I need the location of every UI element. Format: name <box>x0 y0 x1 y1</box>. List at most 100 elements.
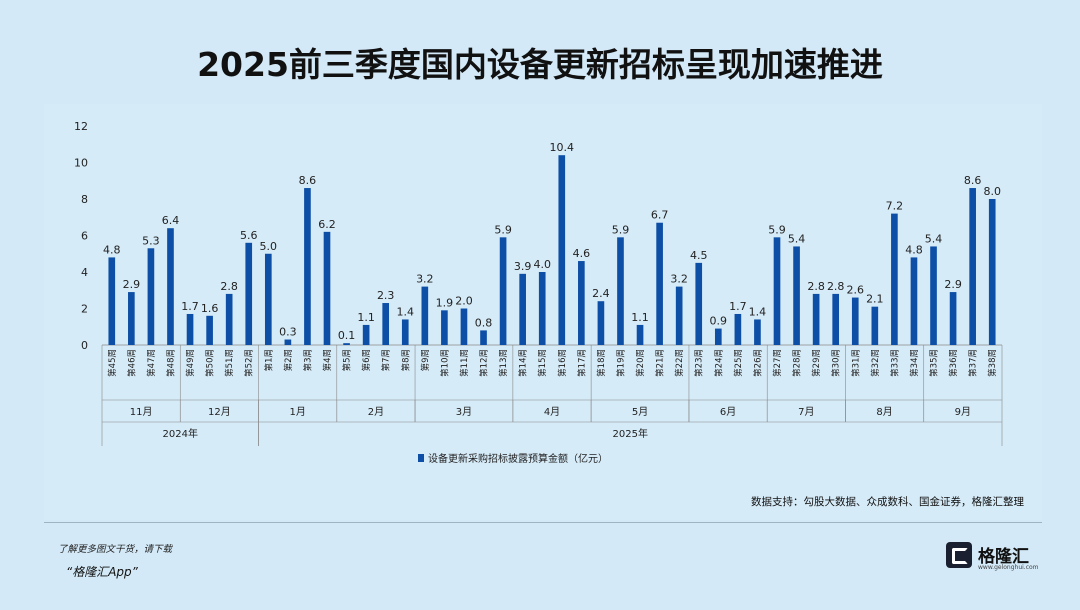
bar <box>284 339 292 345</box>
bar <box>578 261 585 345</box>
source-note: 数据支持：勾股大数据、众成数科、国金证券，格隆汇整理 <box>751 496 1024 508</box>
value-label: 3.9 <box>514 260 532 273</box>
value-label: 5.9 <box>612 223 630 236</box>
bar <box>988 199 996 345</box>
value-label: 1.4 <box>749 305 767 318</box>
bar <box>245 242 253 345</box>
value-label: 4.8 <box>103 243 121 256</box>
week-label: 第6周 <box>361 349 372 371</box>
chart-panel: 0 2 4 6 8 10 12 4.8 第45周 2.9 第46周 5.3 第47周 6.4 第48周 1.7… <box>44 104 1042 520</box>
value-label: 6.2 <box>318 218 336 231</box>
bar <box>597 301 605 345</box>
week-label: 第27周 <box>772 349 783 377</box>
week-label: 第9周 <box>420 349 431 371</box>
brand-url: www.gelonghui.com <box>978 564 1039 571</box>
week-label: 第10周 <box>439 349 450 377</box>
y-tick-label: 12 <box>74 120 88 133</box>
month-label: 5月 <box>632 406 648 418</box>
y-tick-label: 8 <box>81 193 88 206</box>
legend-swatch <box>418 454 424 462</box>
week-label: 第28周 <box>792 349 803 377</box>
value-label: 1.6 <box>201 302 219 315</box>
month-label: 7月 <box>798 406 814 418</box>
value-label: 2.3 <box>377 289 395 302</box>
bar <box>773 237 781 345</box>
legend-label: 设备更新采购招标披露预算金额（亿元） <box>428 452 608 465</box>
week-label: 第35周 <box>929 349 940 377</box>
week-label: 第16周 <box>557 349 568 377</box>
y-tick-label: 10 <box>74 157 88 170</box>
value-label: 5.0 <box>260 240 278 253</box>
bar <box>675 286 683 345</box>
week-label: 第21周 <box>655 349 666 377</box>
value-label: 6.7 <box>651 209 669 222</box>
brand-g-icon <box>946 542 972 568</box>
value-label: 2.8 <box>220 280 238 293</box>
month-label: 2月 <box>368 406 384 418</box>
week-label: 第48周 <box>165 349 176 377</box>
week-label: 第2周 <box>283 349 294 371</box>
bar <box>656 222 663 345</box>
year-label: 2024年 <box>163 427 198 440</box>
bar <box>617 237 624 345</box>
bar <box>186 313 194 345</box>
value-label: 3.2 <box>670 273 688 286</box>
value-label: 2.9 <box>944 278 962 291</box>
value-label: 0.9 <box>710 315 728 328</box>
week-label: 第36周 <box>948 349 959 377</box>
month-label: 1月 <box>289 406 305 418</box>
week-label: 第45周 <box>107 349 118 377</box>
bar <box>128 292 135 345</box>
value-label: 1.9 <box>436 296 454 309</box>
month-label: 11月 <box>130 406 153 418</box>
bar <box>480 330 487 345</box>
value-label: 2.1 <box>866 293 884 306</box>
week-label: 第19周 <box>615 349 626 377</box>
week-label: 第15周 <box>537 349 548 377</box>
value-label: 4.5 <box>690 249 708 262</box>
week-label: 第1周 <box>263 349 274 371</box>
week-label: 第31周 <box>850 349 861 377</box>
bar <box>538 272 546 345</box>
bar <box>930 246 937 345</box>
bar <box>343 343 350 345</box>
week-label: 第25周 <box>733 349 744 377</box>
week-label: 第5周 <box>342 349 353 371</box>
value-label: 2.0 <box>455 295 473 308</box>
value-label: 2.4 <box>592 287 610 300</box>
bar <box>636 324 644 345</box>
week-label: 第3周 <box>302 349 313 371</box>
week-label: 第7周 <box>381 349 392 371</box>
bar <box>167 228 174 345</box>
value-label: 5.9 <box>494 223 512 236</box>
week-label: 第37周 <box>968 349 979 377</box>
bar <box>812 293 820 345</box>
week-label: 第14周 <box>518 349 529 377</box>
bar <box>460 308 468 345</box>
bar <box>832 293 840 345</box>
week-label: 第23周 <box>694 349 705 377</box>
week-label: 第12周 <box>479 349 490 377</box>
week-label: 第24周 <box>713 349 724 377</box>
value-label: 2.6 <box>847 284 865 297</box>
value-label: 8.0 <box>983 185 1001 198</box>
bar <box>969 188 976 345</box>
week-label: 第22周 <box>674 349 685 377</box>
value-label: 6.4 <box>162 214 180 227</box>
value-label: 3.2 <box>416 273 434 286</box>
bar <box>264 253 272 345</box>
bar <box>499 237 507 345</box>
value-label: 0.1 <box>338 329 356 342</box>
bar <box>421 286 429 345</box>
brand-logo: 格隆汇 www.gelonghui.com <box>946 540 1039 576</box>
week-label: 第52周 <box>244 349 255 377</box>
week-label: 第18周 <box>596 349 607 377</box>
bar <box>695 262 703 345</box>
bar <box>949 292 957 345</box>
y-tick-label: 6 <box>81 230 88 243</box>
value-label: 8.6 <box>299 174 317 187</box>
brand-name: 格隆汇 <box>978 547 1029 567</box>
bar <box>225 293 233 345</box>
footer-divider <box>44 522 1042 523</box>
bar <box>891 213 898 345</box>
